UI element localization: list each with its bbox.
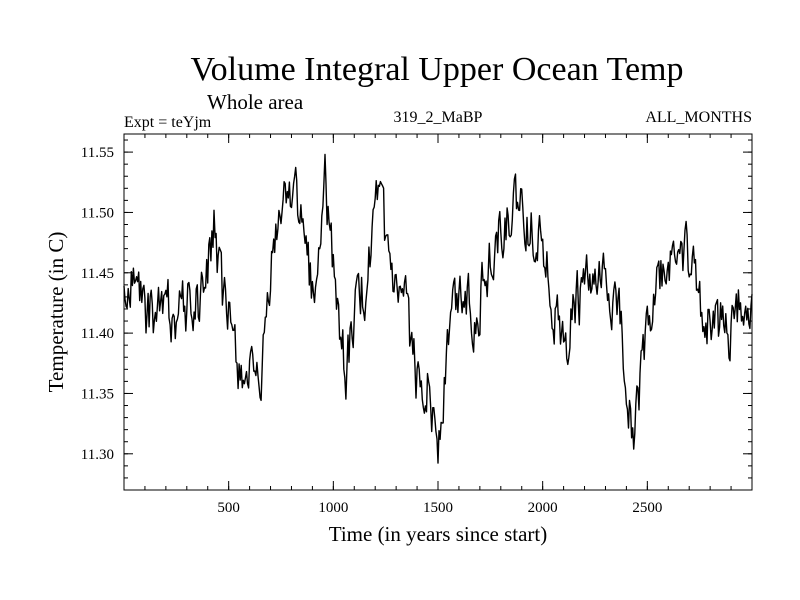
- y-tick-label: 11.35: [81, 386, 114, 402]
- y-tick-label: 11.50: [81, 205, 114, 221]
- x-tick-labels: 500 1000 1500 2000 2500: [217, 500, 662, 516]
- x-tick-label: 2500: [632, 500, 662, 516]
- x-tick-label: 500: [217, 500, 240, 516]
- y-tick-label: 11.30: [81, 447, 114, 463]
- plot-frame: [123, 133, 753, 491]
- x-tick-label: 1000: [318, 500, 348, 516]
- y-tick-labels: 11.30 11.35 11.40 11.45 11.50 11.55: [81, 145, 114, 463]
- run-label: 319_2_MaBP: [394, 109, 483, 126]
- axis-ticks: [124, 134, 752, 490]
- x-tick-label: 1500: [423, 500, 453, 516]
- chart-title: Volume Integral Upper Ocean Temp: [191, 51, 684, 88]
- x-axis-label: Time (in years since start): [329, 522, 548, 546]
- series-group: [123, 153, 753, 464]
- y-tick-label: 11.55: [81, 145, 114, 161]
- y-axis-label: Temperature (in C): [44, 232, 68, 393]
- expt-label: Expt = teYjm: [124, 114, 212, 131]
- chart-subtitle: Whole area: [207, 90, 304, 114]
- x-tick-label: 2000: [528, 500, 558, 516]
- months-label: ALL_MONTHS: [645, 109, 752, 126]
- y-tick-label: 11.40: [81, 326, 114, 342]
- series-line: [123, 153, 753, 464]
- y-tick-label: 11.45: [81, 266, 114, 282]
